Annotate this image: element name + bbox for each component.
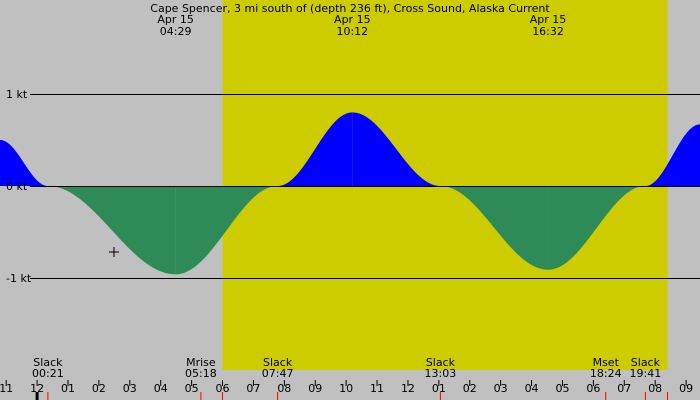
top-date-label: Apr 15 — [530, 13, 567, 26]
hour-tick-label: 05 — [555, 382, 569, 395]
top-time-label: 16:32 — [532, 25, 564, 38]
hour-tick-label: 04 — [154, 382, 168, 395]
crosshair-cursor — [109, 247, 119, 257]
ebb-current-area — [175, 186, 278, 275]
event-label: Mset — [593, 356, 620, 369]
y-tick-label: 1 kt — [6, 88, 28, 101]
ebb-current-area — [47, 186, 176, 275]
event-label: Mrise — [186, 356, 216, 369]
hour-tick-label: 05 — [185, 382, 199, 395]
hour-tick-label: 09 — [679, 382, 693, 395]
hour-tick-label: 03 — [123, 382, 137, 395]
hour-tick-label: 02 — [463, 382, 477, 395]
midnight-marker — [35, 392, 39, 400]
event-time-label: 13:03 — [425, 367, 457, 380]
hour-tick-label: 11 — [370, 382, 384, 395]
hour-tick-label: 09 — [308, 382, 322, 395]
flood-current-area — [645, 124, 700, 186]
y-tick-label: -1 kt — [6, 272, 32, 285]
flood-current-area — [352, 112, 441, 186]
event-time-label: 18:24 — [590, 367, 622, 380]
hour-tick-label: 10 — [339, 382, 353, 395]
hour-tick-label: 03 — [494, 382, 508, 395]
event-time-label: 19:41 — [630, 367, 662, 380]
ebb-current-area — [548, 186, 646, 270]
event-time-label: 00:21 — [32, 367, 64, 380]
hour-tick-label: 06 — [586, 382, 600, 395]
y-tick-label: 0 kt — [6, 180, 28, 193]
hour-tick-label: 01 — [432, 382, 446, 395]
event-label: Slack — [426, 356, 456, 369]
hour-tick-label: 07 — [617, 382, 631, 395]
event-time-label: 07:47 — [262, 367, 294, 380]
hour-tick-label: 11 — [0, 382, 13, 395]
chart-title: Cape Spencer, 3 mi south of (depth 236 f… — [150, 2, 550, 15]
hour-tick-label: 07 — [246, 382, 260, 395]
flood-current-area — [0, 140, 48, 186]
hour-tick-label: 12 — [401, 382, 415, 395]
flood-current-area — [277, 112, 353, 186]
hour-tick-label: 08 — [277, 382, 291, 395]
hour-tick-label: 06 — [216, 382, 230, 395]
hour-tick-label: 12 — [30, 382, 44, 395]
event-label: Slack — [631, 356, 661, 369]
hour-tick-label: 02 — [92, 382, 106, 395]
top-date-label: Apr 15 — [334, 13, 371, 26]
event-time-label: 05:18 — [185, 367, 217, 380]
top-date-label: Apr 15 — [157, 13, 194, 26]
hour-tick-label: 04 — [525, 382, 539, 395]
top-time-label: 10:12 — [336, 25, 368, 38]
ebb-current-area — [440, 186, 549, 270]
top-time-label: 04:29 — [160, 25, 192, 38]
hour-tick-label: 01 — [61, 382, 75, 395]
event-label: Slack — [263, 356, 293, 369]
event-label: Slack — [33, 356, 63, 369]
hour-tick-label: 08 — [648, 382, 662, 395]
